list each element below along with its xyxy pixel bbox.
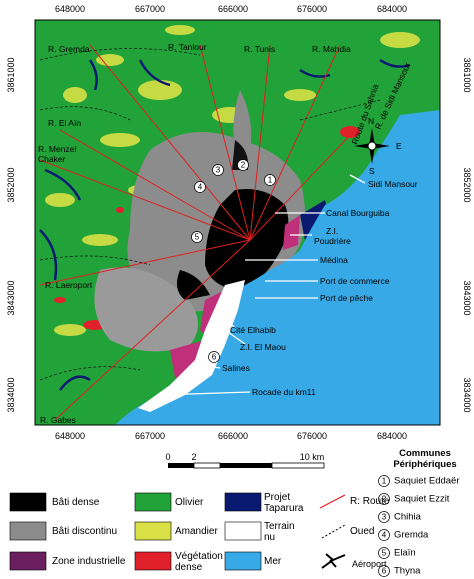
place-label: Poudrière [314,236,351,246]
x-coord: 676000 [297,4,327,14]
y-coord: 3852000 [6,167,16,202]
legend-label: R: Route [350,496,390,507]
place-label: Canal Bourguiba [326,208,390,218]
commune-marker: 1 [268,176,273,185]
commune-number: 2 [382,495,387,504]
place-label: Salines [222,363,250,373]
commune-number: 6 [382,567,387,576]
place-label: R. Laeroport [45,280,93,290]
commune-name: Saquiet Ezzit [394,494,450,505]
place-label: Port de pêche [320,293,373,303]
compass-label: N [368,116,374,126]
place-label: Médina [320,255,348,265]
commune-number: 1 [382,477,387,486]
legend-label: Zone industrielle [52,556,126,567]
place-label: R. Tunis [244,44,275,54]
legend-label: Bâti discontinu [52,526,118,537]
legend-label: Projet Taparura [264,492,304,514]
legend-road [319,494,346,509]
place-label: Chaker [38,154,66,164]
legend-label: Terrain nu [264,521,295,543]
legend-label: Végétation dense [175,551,223,573]
scale-label: 2 [191,452,196,462]
commune-name: Thyna [394,566,421,577]
x-coord: 666000 [218,4,248,14]
legend-label: Aéroport [352,559,387,569]
legend-label: Mer [264,556,282,567]
place-label: R. Gabes [40,415,76,425]
commune-marker: 2 [241,161,246,170]
legend-label: Amandier [175,526,218,537]
x-coord: 648000 [55,431,85,441]
commune-marker: 5 [195,233,200,242]
legend-airport [321,553,346,569]
commune-name: Gremda [394,530,429,541]
compass-label: E [396,141,402,151]
place-label: Port de commerce [320,276,390,286]
x-coord: 684000 [377,4,407,14]
communes-title: Communes Périphériques [393,448,457,470]
y-coord: 3834000 [462,377,472,412]
place-label: Rocade du km11 [252,387,316,397]
place-label: R. Menzel [38,144,76,154]
commune-name: Chihia [394,512,422,523]
place-label: Cité Elhabib [230,325,276,335]
y-coord: 3843000 [462,280,472,315]
y-coord: 3834000 [6,377,16,412]
compass: N E S [354,116,402,176]
y-coord: 3861000 [6,57,16,92]
scale-label: 0 [165,452,170,462]
place-label: Z.I. [326,226,338,236]
place-label: R. Gremda [48,44,90,54]
x-coord: 667000 [135,4,165,14]
place-label: Z.I. El Maou [240,342,286,352]
commune-name: Elaïn [394,548,416,559]
y-coord: 3861000 [462,57,472,92]
place-label: R. El Aïn [48,118,81,128]
x-coord: 666000 [218,431,248,441]
commune-marker: 6 [212,353,217,362]
commune-number: 4 [382,531,387,540]
x-coord: 684000 [377,431,407,441]
commune-marker: 3 [216,166,221,175]
compass-label: S [369,166,375,176]
x-coord: 648000 [55,4,85,14]
commune-name: Saquiet Eddaër [394,476,460,487]
x-coord: 667000 [135,431,165,441]
y-coord: 3843000 [6,280,16,315]
legend-swatches [9,492,262,571]
y-coord: 3852000 [462,167,472,202]
commune-markers [191,159,276,363]
commune-number: 3 [382,513,387,522]
legend-label: Oued [350,526,375,537]
place-label: R. Tanlour [168,42,207,52]
commune-number: 5 [382,549,387,558]
legend-oued [321,524,346,539]
commune-marker: 4 [198,183,203,192]
legend-label: Olivier [175,497,204,508]
map-body: 1 2 3 4 5 6 R. Gremda R. Tanlour R. Tuni… [35,20,440,425]
scale-label: 10 km [300,452,325,462]
place-label: Sidi Mansour [368,179,418,189]
scale-bar: 0 2 10 km [165,452,325,469]
legend-label: Bâti dense [52,497,100,508]
x-coord: 676000 [297,431,327,441]
place-label: R. Mahdia [312,44,351,54]
